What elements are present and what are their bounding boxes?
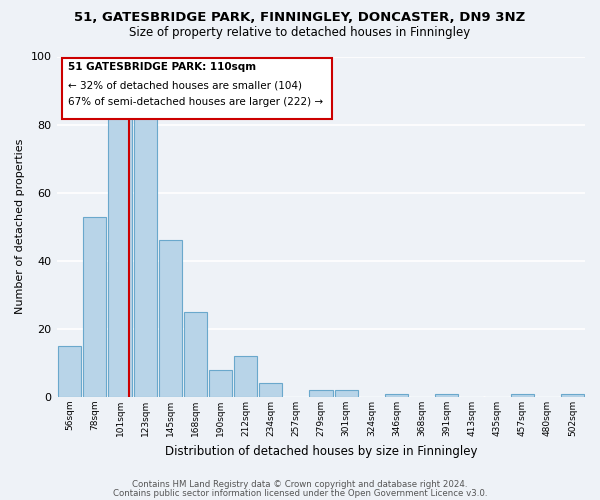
Text: Contains public sector information licensed under the Open Government Licence v3: Contains public sector information licen… bbox=[113, 488, 487, 498]
Bar bbox=[209, 370, 232, 397]
Bar bbox=[134, 111, 157, 397]
Text: 67% of semi-detached houses are larger (222) →: 67% of semi-detached houses are larger (… bbox=[68, 98, 323, 108]
Bar bbox=[335, 390, 358, 397]
Bar bbox=[83, 216, 106, 397]
Text: Contains HM Land Registry data © Crown copyright and database right 2024.: Contains HM Land Registry data © Crown c… bbox=[132, 480, 468, 489]
Y-axis label: Number of detached properties: Number of detached properties bbox=[15, 139, 25, 314]
Bar bbox=[259, 384, 283, 397]
Bar bbox=[511, 394, 534, 397]
Bar bbox=[435, 394, 458, 397]
Text: Size of property relative to detached houses in Finningley: Size of property relative to detached ho… bbox=[130, 26, 470, 39]
Bar bbox=[58, 346, 81, 397]
FancyBboxPatch shape bbox=[62, 58, 332, 120]
Text: 51, GATESBRIDGE PARK, FINNINGLEY, DONCASTER, DN9 3NZ: 51, GATESBRIDGE PARK, FINNINGLEY, DONCAS… bbox=[74, 11, 526, 24]
Bar bbox=[234, 356, 257, 397]
Bar bbox=[184, 312, 207, 397]
Text: 51 GATESBRIDGE PARK: 110sqm: 51 GATESBRIDGE PARK: 110sqm bbox=[68, 62, 256, 72]
Text: ← 32% of detached houses are smaller (104): ← 32% of detached houses are smaller (10… bbox=[68, 80, 302, 90]
Bar bbox=[109, 118, 131, 397]
Bar bbox=[385, 394, 408, 397]
Bar bbox=[310, 390, 332, 397]
Bar bbox=[158, 240, 182, 397]
X-axis label: Distribution of detached houses by size in Finningley: Distribution of detached houses by size … bbox=[165, 444, 478, 458]
Bar bbox=[561, 394, 584, 397]
